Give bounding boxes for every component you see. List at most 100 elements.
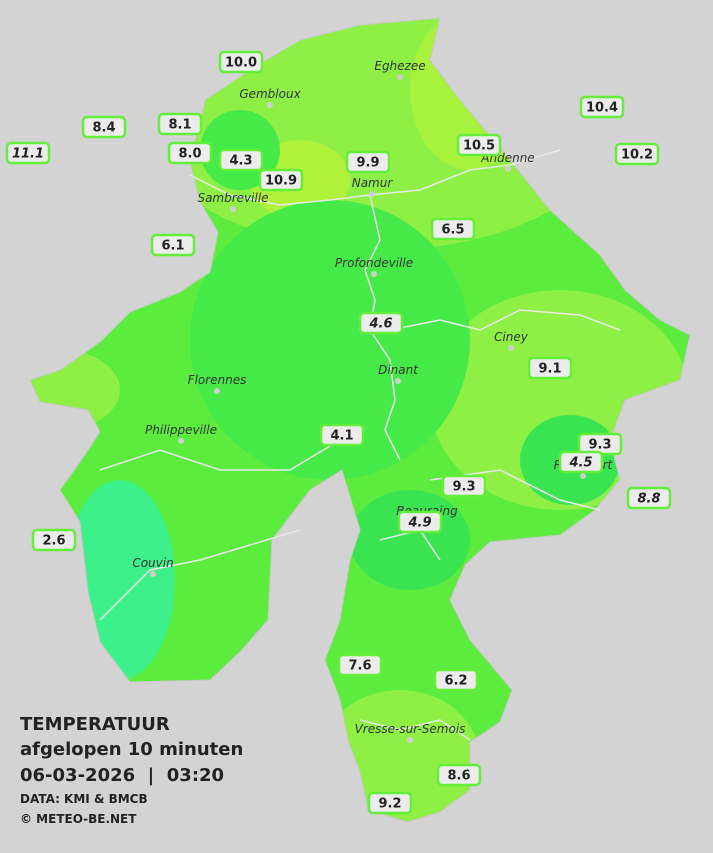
station-box <box>345 150 391 174</box>
station-value: 10.9 <box>265 174 297 189</box>
station-value: 9.3 <box>452 480 475 495</box>
station-value: 9.2 <box>378 797 401 812</box>
city-dot <box>150 571 156 577</box>
city-label: Sambreville <box>197 191 268 205</box>
legend-copyright: © METEO-BE.NET <box>20 812 137 826</box>
city-dot <box>230 206 236 212</box>
station: 10.2 <box>614 142 660 166</box>
station: 8.8 <box>626 486 672 510</box>
station: 10.9 <box>258 168 304 192</box>
station-box <box>397 510 443 534</box>
station: 8.0 <box>167 141 213 165</box>
station: 6.5 <box>430 217 476 241</box>
station-value: 10.4 <box>586 101 618 116</box>
city-label: Namur <box>352 176 394 190</box>
city-dot <box>395 378 401 384</box>
station: 6.1 <box>150 233 196 257</box>
station: 4.1 <box>319 423 365 447</box>
station: 8.6 <box>436 763 482 787</box>
station-value: 2.6 <box>42 534 65 549</box>
station: 11.1 <box>5 141 51 165</box>
station-box <box>430 217 476 241</box>
city-label: Gembloux <box>239 87 301 101</box>
station-value: 7.6 <box>348 659 371 674</box>
station-box <box>614 142 660 166</box>
station: 9.3 <box>441 474 487 498</box>
station-box <box>456 133 502 157</box>
station: 10.4 <box>579 95 625 119</box>
station-value: 9.3 <box>588 438 611 453</box>
station-box <box>167 141 213 165</box>
station-box <box>337 653 383 677</box>
city-dot <box>397 74 403 80</box>
station-value: 4.3 <box>229 154 252 169</box>
station-box <box>150 233 196 257</box>
station-box <box>258 168 304 192</box>
station-box <box>558 450 604 474</box>
city-dot <box>214 388 220 394</box>
legend-title: TEMPERATUUR <box>20 714 170 735</box>
station: 4.5 <box>558 450 604 474</box>
city-dot <box>178 438 184 444</box>
city-dot <box>267 102 273 108</box>
station-box <box>31 528 77 552</box>
station-value: 6.2 <box>444 674 467 689</box>
city-dot <box>407 737 413 743</box>
city-dot <box>369 191 375 197</box>
station: 9.3 <box>577 432 623 456</box>
station-box <box>367 791 413 815</box>
station-value: 10.0 <box>225 56 257 71</box>
station-box <box>527 356 573 380</box>
station-value: 9.1 <box>538 362 561 377</box>
station-value: 4.6 <box>368 317 392 332</box>
station-value: 8.0 <box>178 147 201 162</box>
city-label: Florennes <box>188 373 247 387</box>
legend-datetime: 06-03-2026 | 03:20 <box>20 765 224 786</box>
station: 4.3 <box>218 148 264 172</box>
station: 10.0 <box>218 50 264 74</box>
station-value: 8.6 <box>447 769 470 784</box>
station: 4.6 <box>358 311 404 335</box>
station-value: 6.5 <box>441 223 464 238</box>
station-box <box>579 95 625 119</box>
station-value: 8.8 <box>637 492 660 507</box>
station: 8.4 <box>81 115 127 139</box>
station: 2.6 <box>31 528 77 552</box>
station-box <box>441 474 487 498</box>
station-value: 11.1 <box>12 147 44 162</box>
city-label: Couvin <box>132 556 173 570</box>
city-dot <box>371 271 377 277</box>
station: 9.1 <box>527 356 573 380</box>
station-value: 10.2 <box>621 148 653 163</box>
station-value: 4.5 <box>568 456 592 471</box>
station: 9.9 <box>345 150 391 174</box>
station-value: 8.4 <box>92 121 115 136</box>
station-value: 9.9 <box>356 156 379 171</box>
station-box <box>358 311 404 335</box>
city-label: Ciney <box>494 330 529 344</box>
city-label: Eghezee <box>374 59 425 73</box>
station-value: 6.1 <box>161 239 184 254</box>
station: 6.2 <box>433 668 479 692</box>
city-dot <box>505 166 511 172</box>
legend: TEMPERATUUR afgelopen 10 minuten 06-03-2… <box>20 714 243 826</box>
station: 8.1 <box>157 112 203 136</box>
station-box <box>436 763 482 787</box>
station-box <box>218 148 264 172</box>
station-box <box>157 112 203 136</box>
city-label: Philippeville <box>145 423 217 437</box>
station: 10.5 <box>456 133 502 157</box>
station-value: 10.5 <box>463 139 495 154</box>
city-label: Vresse-sur-Semois <box>355 722 466 736</box>
station: 9.2 <box>367 791 413 815</box>
station: 4.9 <box>397 510 443 534</box>
station-box <box>433 668 479 692</box>
station-value: 8.1 <box>168 118 191 133</box>
station: 7.6 <box>337 653 383 677</box>
station-value: 4.9 <box>407 516 431 531</box>
station-box <box>5 141 51 165</box>
city-label: Profondeville <box>335 256 413 270</box>
station-box <box>81 115 127 139</box>
legend-subtitle: afgelopen 10 minuten <box>20 739 243 760</box>
